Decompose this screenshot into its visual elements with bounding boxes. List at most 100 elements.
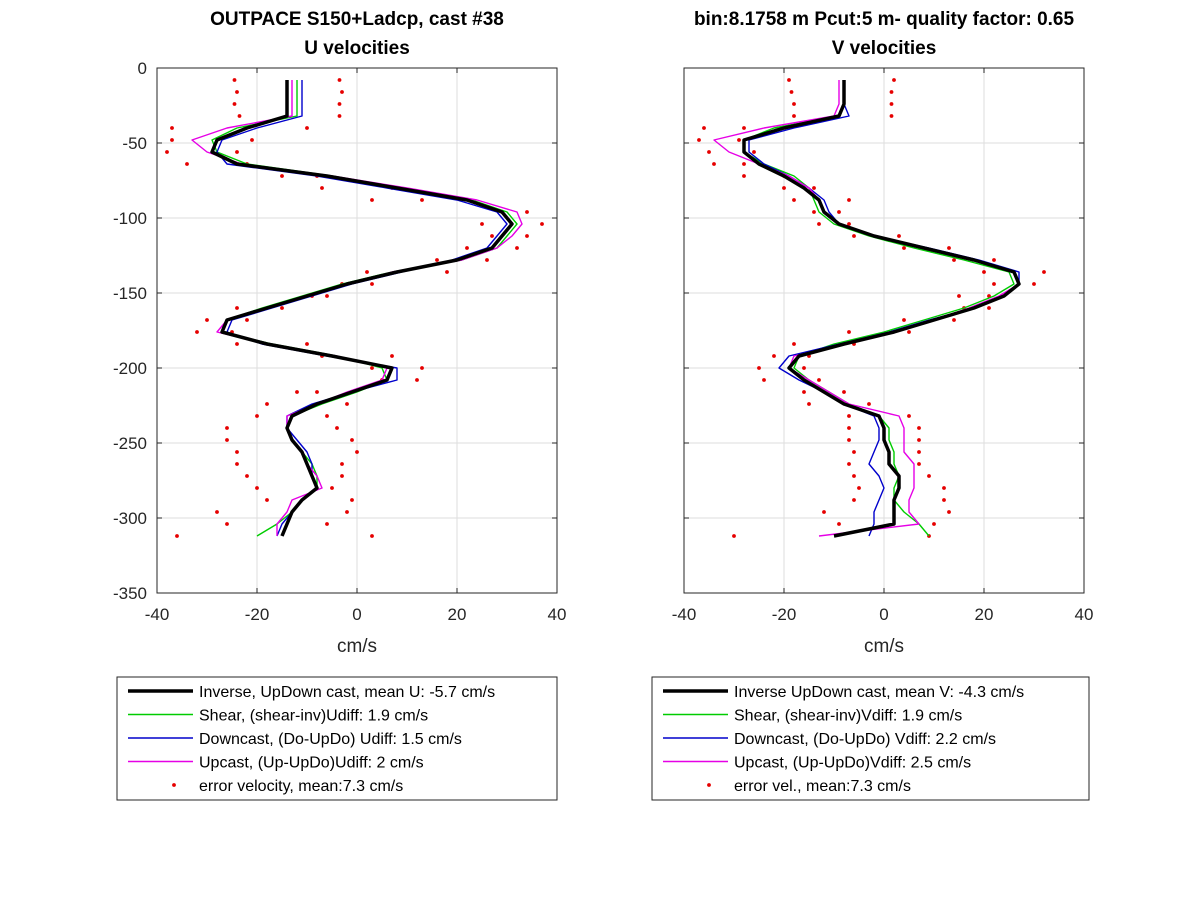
v-error-point — [762, 378, 766, 382]
u-legend: Inverse, UpDown cast, mean U: -5.7 cm/s S… — [116, 676, 558, 801]
u-error-point — [370, 198, 374, 202]
u-error-point — [280, 174, 284, 178]
u-y-tick-label: -150 — [113, 284, 147, 303]
u-error-point — [350, 498, 354, 502]
v-error-point — [812, 210, 816, 214]
v-legend-label-error: error vel., mean:7.3 cm/s — [734, 778, 911, 795]
v-error-point — [782, 186, 786, 190]
v-plot-title: bin:8.1758 m Pcut:5 m- quality factor: 0… — [694, 9, 1075, 30]
u-error-point — [280, 306, 284, 310]
u-error-point — [370, 534, 374, 538]
u-error-point — [345, 510, 349, 514]
u-error-point — [330, 486, 334, 490]
u-error-point — [175, 534, 179, 538]
v-error-point — [917, 438, 921, 442]
v-x-tick-label: -20 — [772, 605, 797, 624]
v-error-point — [889, 114, 894, 118]
u-y-tick-label: -50 — [122, 134, 147, 153]
u-error-point — [465, 246, 469, 250]
v-error-point — [932, 522, 936, 526]
v-legend-label-inverse: Inverse UpDown cast, mean V: -4.3 cm/s — [734, 684, 1024, 701]
v-error-point — [927, 474, 931, 478]
u-error-point — [325, 414, 329, 418]
v-error-point — [842, 390, 846, 394]
u-error-point — [340, 474, 344, 478]
u-error-point — [370, 282, 374, 286]
v-error-point — [852, 498, 856, 502]
v-error-point — [1032, 282, 1036, 286]
v-error-point — [702, 126, 706, 130]
v-error-point — [847, 414, 851, 418]
v-x-axis-label: cm/s — [864, 636, 904, 657]
u-y-tick-label: -250 — [113, 434, 147, 453]
v-error-point — [917, 462, 921, 466]
u-error-point — [185, 162, 189, 166]
v-x-tick-label: -40 — [672, 605, 697, 624]
u-error-point — [225, 426, 229, 430]
u-y-tick-label: 0 — [138, 59, 147, 78]
v-error-point — [707, 150, 711, 154]
u-plot-title: OUTPACE S150+Ladcp, cast #38 — [210, 9, 504, 30]
u-error-point — [365, 270, 369, 274]
v-error-point — [772, 354, 776, 358]
u-error-point — [480, 222, 484, 226]
v-error-point — [847, 462, 851, 466]
u-error-point — [235, 306, 239, 310]
u-error-point — [415, 378, 419, 382]
u-error-point — [420, 198, 424, 202]
u-error-point — [370, 366, 374, 370]
u-error-point — [245, 474, 249, 478]
v-legend: Inverse UpDown cast, mean V: -4.3 cm/s Sh… — [651, 676, 1090, 801]
v-error-point — [817, 222, 821, 226]
v-legend-swatch-error — [707, 783, 711, 787]
u-error-point — [337, 78, 342, 82]
u-error-point — [445, 270, 449, 274]
u-error-point — [305, 342, 309, 346]
u-error-point — [235, 462, 239, 466]
u-error-point — [195, 330, 199, 334]
u-error-point — [250, 138, 254, 142]
u-error-point — [340, 90, 344, 94]
u-error-point — [390, 354, 394, 358]
v-error-point — [992, 258, 996, 262]
u-error-point — [420, 366, 424, 370]
v-error-point — [732, 534, 736, 538]
v-error-point — [852, 450, 856, 454]
u-x-tick-label: 40 — [548, 605, 567, 624]
v-error-point — [907, 330, 911, 334]
v-error-point — [847, 426, 851, 430]
v-error-point — [812, 186, 816, 190]
v-error-point — [817, 378, 821, 382]
u-legend-swatch-error — [172, 783, 176, 787]
u-error-point — [215, 510, 219, 514]
v-error-point — [947, 246, 951, 250]
u-error-point — [320, 186, 324, 190]
v-error-point — [902, 246, 906, 250]
v-error-point — [787, 78, 791, 82]
u-error-point — [340, 462, 344, 466]
v-error-point — [837, 210, 841, 214]
u-error-point — [335, 426, 339, 430]
v-error-point — [847, 438, 851, 442]
u-error-point — [540, 222, 544, 226]
u-error-point — [232, 102, 237, 106]
u-error-point — [325, 522, 329, 526]
u-error-point — [525, 210, 529, 214]
v-error-point — [897, 234, 901, 238]
u-legend-label-error: error velocity, mean:7.3 cm/s — [199, 778, 403, 795]
u-error-point — [337, 102, 342, 106]
v-error-point — [892, 78, 896, 82]
u-error-point — [265, 498, 269, 502]
v-error-point — [792, 102, 796, 106]
v-error-point — [792, 114, 796, 118]
u-error-point — [232, 78, 237, 82]
u-x-tick-label: 20 — [448, 605, 467, 624]
v-x-tick-label: 0 — [879, 605, 888, 624]
v-error-point — [712, 162, 716, 166]
v-error-point — [847, 198, 851, 202]
v-error-point — [752, 150, 756, 154]
v-error-point — [802, 366, 806, 370]
u-error-point — [237, 114, 242, 118]
v-error-point — [792, 198, 796, 202]
